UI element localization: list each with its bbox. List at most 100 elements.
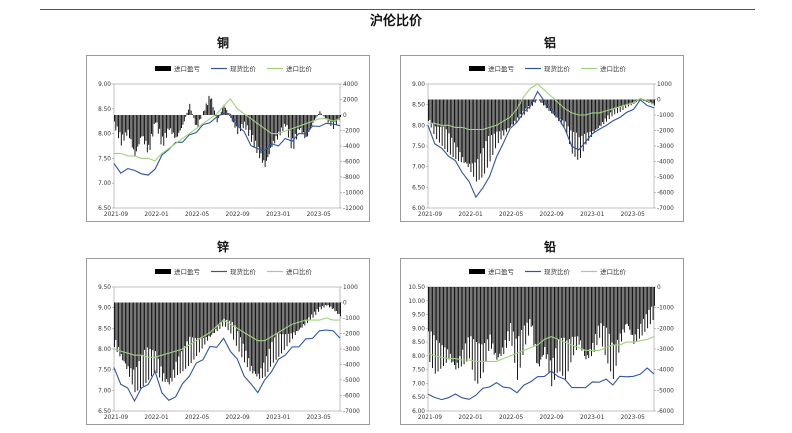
- profit-bar: [279, 115, 281, 136]
- profit-bar: [634, 287, 636, 335]
- series-line-spot: [427, 367, 655, 401]
- profit-bar: [230, 115, 232, 119]
- legend-label-spot: 现货比价: [544, 64, 571, 73]
- profit-bar: [625, 287, 627, 325]
- x-tick-label: 2023-01: [580, 212, 605, 218]
- left-tick-label: 7.50: [412, 368, 425, 374]
- profit-bar: [171, 302, 173, 382]
- profit-bar: [307, 115, 309, 137]
- profit-bar: [115, 115, 117, 131]
- profit-bar: [241, 115, 243, 125]
- profit-bar: [615, 287, 617, 366]
- chart-panel-zinc: 进口盈亏 现货比价 进口比价 6.50 7.00 7.50 8.00 8.50 9.00 9.50…: [86, 258, 370, 425]
- profit-bar: [193, 115, 195, 119]
- profit-bar: [536, 287, 538, 364]
- profit-bar: [429, 99, 431, 120]
- profit-bar: [290, 115, 292, 149]
- profit-bar: [560, 99, 562, 125]
- profit-bar: [264, 115, 266, 167]
- profit-bar: [213, 302, 215, 334]
- left-tick-label: 9.50: [98, 285, 111, 291]
- profit-bar: [187, 302, 189, 367]
- profit-bar: [312, 115, 314, 123]
- profit-bar: [475, 287, 477, 342]
- profit-bar: [610, 99, 612, 113]
- profit-bar: [215, 115, 217, 117]
- profit-bar: [518, 99, 520, 121]
- profit-bar: [312, 302, 314, 318]
- x-tick-label: 2021-09: [104, 415, 129, 421]
- legend-label-import: 进口比价: [600, 267, 627, 276]
- profit-bar: [278, 115, 280, 132]
- profit-bar: [507, 99, 509, 129]
- profit-bar: [323, 302, 325, 308]
- profit-bar: [152, 302, 154, 351]
- profit-bar: [255, 115, 256, 141]
- profit-bar: [233, 302, 235, 340]
- profit-bar: [157, 302, 159, 359]
- profit-bar: [322, 302, 324, 306]
- left-tick-label: 7.00: [412, 165, 425, 171]
- profit-bar: [551, 99, 553, 114]
- page-title: 沪伦比价: [369, 14, 422, 29]
- profit-bar: [133, 302, 135, 370]
- x-tick-label: 2022-05: [185, 212, 210, 218]
- left-tick-label: 6.50: [412, 395, 425, 401]
- profit-bar: [319, 111, 321, 115]
- profit-bar: [428, 99, 429, 122]
- legend-label-import: 进口比价: [286, 64, 313, 73]
- profit-bar: [586, 99, 588, 133]
- profit-bar: [131, 302, 133, 385]
- profit-bar: [271, 115, 273, 147]
- profit-bar: [183, 115, 185, 122]
- profit-bar: [440, 99, 442, 127]
- profit-bar: [478, 99, 480, 180]
- profit-bar: [333, 302, 335, 309]
- profit-bar: [146, 115, 148, 153]
- profit-bar: [172, 115, 174, 133]
- profit-bar: [617, 287, 618, 340]
- profit-bar: [614, 99, 616, 115]
- profit-bar: [248, 115, 250, 136]
- legend-swatch-profit: [155, 66, 171, 71]
- profit-bar: [434, 99, 436, 127]
- profit-bar: [532, 287, 533, 326]
- profit-bar: [181, 115, 183, 129]
- profit-bar: [114, 302, 115, 348]
- right-tick-label: -4000: [657, 368, 674, 374]
- right-tick-label: 0: [657, 98, 661, 104]
- profit-bar: [123, 115, 125, 141]
- profit-bar: [566, 99, 568, 135]
- profit-bar: [118, 115, 120, 139]
- profit-bar: [589, 99, 591, 132]
- left-tick-label: 7.50: [98, 368, 111, 374]
- profit-bar: [286, 302, 288, 347]
- profit-bar: [559, 287, 561, 372]
- profit-bar: [153, 302, 155, 373]
- profit-bar: [462, 287, 464, 350]
- profit-bar: [172, 302, 174, 370]
- left-tick-label: 7.50: [98, 156, 111, 162]
- profit-bar: [140, 302, 141, 389]
- profit-bar: [120, 115, 122, 146]
- left-tick-label: 8.00: [412, 354, 425, 360]
- profit-bar: [160, 302, 162, 367]
- profit-bar: [245, 302, 247, 351]
- profit-bar: [186, 302, 188, 342]
- profit-bar: [604, 287, 606, 356]
- profit-bar: [633, 99, 635, 104]
- profit-bar: [307, 302, 309, 324]
- profit-bar: [643, 99, 644, 101]
- profit-bar: [443, 99, 444, 127]
- profit-bar: [135, 302, 137, 368]
- profit-bar: [493, 99, 495, 134]
- profit-bar: [285, 115, 287, 127]
- profit-bar: [270, 302, 272, 367]
- profit-bar: [469, 99, 470, 164]
- profit-bar: [198, 115, 200, 120]
- profit-bar: [458, 287, 460, 369]
- profit-bar: [170, 302, 172, 378]
- profit-bar: [116, 115, 118, 127]
- profit-bar: [114, 115, 115, 122]
- profit-bar: [298, 302, 300, 330]
